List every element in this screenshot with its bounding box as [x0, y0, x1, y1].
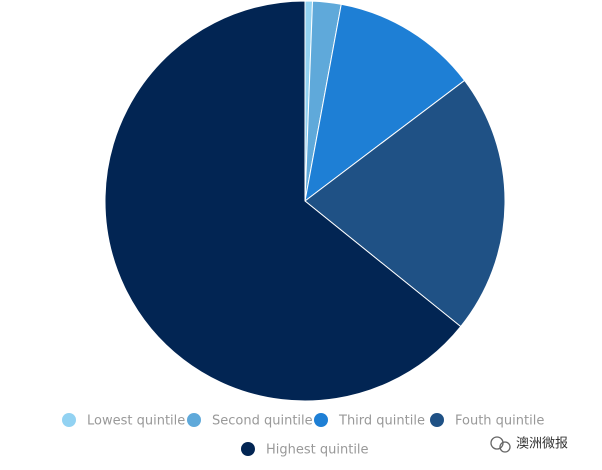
- legend-marker: [62, 413, 76, 427]
- watermark-text: 澳洲微报: [516, 436, 568, 452]
- watermark: 澳洲微报: [490, 436, 568, 453]
- pie-slice: [104, 0, 462, 402]
- pie-slice: [304, 79, 506, 328]
- legend-label: Second quintile: [212, 414, 313, 429]
- legend-marker: [314, 413, 328, 427]
- pie-slice: [304, 3, 466, 203]
- legend-marker: [241, 442, 255, 456]
- legend-label: Lowest quintile: [87, 414, 185, 429]
- legend-marker: [187, 413, 201, 427]
- legend-label: Highest quintile: [266, 443, 369, 458]
- legend-label: Fouth quintile: [455, 414, 544, 429]
- legend-label: Third quintile: [338, 414, 425, 429]
- legend-marker: [430, 413, 444, 427]
- watermark-icon: [499, 441, 511, 453]
